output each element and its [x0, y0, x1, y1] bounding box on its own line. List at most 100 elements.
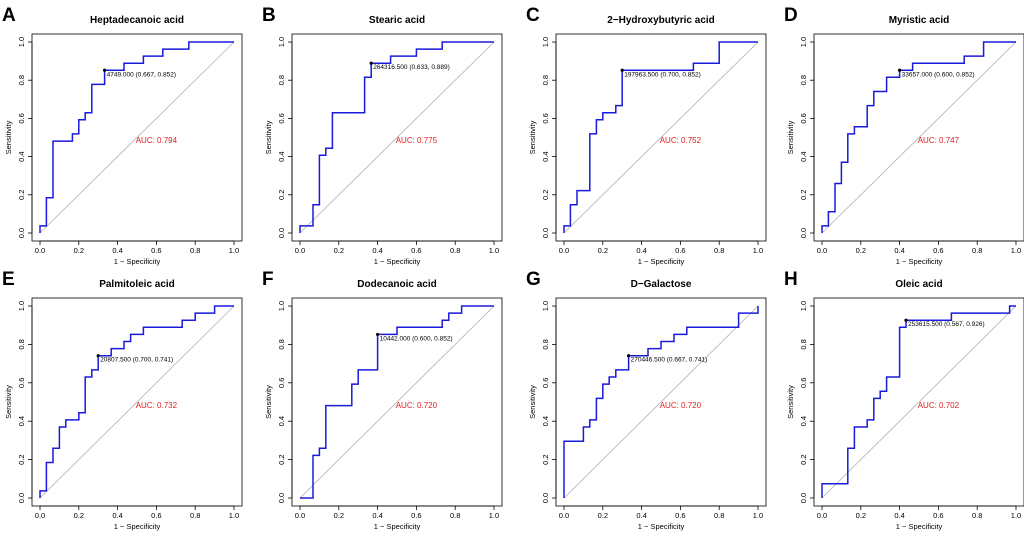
- y-axis-label-e: Sensitivity: [4, 385, 13, 419]
- x-axis-label-d: 1 − Specificity: [896, 257, 943, 266]
- y-tick-label-h: 0.8: [799, 339, 808, 349]
- threshold-point-g: [627, 354, 631, 358]
- x-tick-label-g: 0.2: [598, 511, 608, 520]
- x-tick-label-h: 0.0: [817, 511, 827, 520]
- x-tick-label-e: 0.0: [35, 511, 45, 520]
- threshold-point-a: [103, 68, 107, 72]
- y-tick-label-f: 0.4: [277, 416, 286, 426]
- chart-title-d: Myristic acid: [889, 15, 950, 26]
- threshold-point-f: [376, 332, 380, 337]
- x-tick-label-e: 0.2: [74, 511, 84, 520]
- panel-letter-b: B: [262, 5, 276, 26]
- y-tick-label-d: 0.6: [799, 113, 808, 123]
- roc-panel-e: E Palmitoleic acid 0.0 0.2 0.4 0.6 0.8 1.0 1 − S…: [2, 269, 243, 531]
- x-tick-label-h: 0.2: [856, 511, 866, 520]
- threshold-label-f: 10442.000 (0.600, 0.852): [380, 335, 453, 342]
- x-tick-label-c: 0.8: [714, 246, 724, 255]
- x-axis-label-h: 1 − Specificity: [896, 522, 943, 531]
- x-tick-label-f: 1.0: [489, 511, 499, 520]
- y-axis-label-c: Sensitivity: [528, 120, 537, 154]
- threshold-label-h: 253615.500 (0.567, 0.926): [908, 321, 985, 328]
- x-tick-label-a: 0.6: [151, 246, 161, 255]
- panel-letter-a: A: [2, 5, 16, 26]
- y-axis-label-g: Sensitivity: [528, 385, 537, 419]
- x-tick-label-d: 0.4: [894, 246, 904, 255]
- roc-panel-g: G D−Galactose 0.0 0.2 0.4 0.6 0.8 1.0 1 − Specif…: [526, 269, 767, 531]
- y-tick-label-h: 0.4: [799, 416, 808, 426]
- y-tick-label-g: 0.4: [541, 416, 550, 426]
- y-tick-label-a: 0.0: [17, 228, 26, 238]
- x-tick-label-g: 1.0: [753, 511, 763, 520]
- roc-curve-e: [39, 305, 234, 498]
- threshold-label-g: 270446.500 (0.667, 0.741): [631, 357, 708, 364]
- reference-diagonal-h: [821, 305, 1017, 499]
- chart-title-f: Dodecanoic acid: [357, 279, 436, 290]
- reference-diagonal-c: [563, 41, 759, 234]
- x-tick-label-a: 0.4: [112, 246, 122, 255]
- x-tick-label-g: 0.0: [559, 511, 569, 520]
- y-tick-label-d: 0.0: [799, 228, 808, 238]
- y-axis-label-b: Sensitivity: [264, 120, 273, 154]
- x-tick-label-c: 0.0: [559, 246, 569, 255]
- y-tick-label-d: 0.8: [799, 75, 808, 85]
- x-tick-label-a: 0.8: [190, 246, 200, 255]
- y-tick-label-a: 0.6: [17, 113, 26, 123]
- y-tick-label-f: 1.0: [277, 301, 286, 311]
- roc-curve-h: [821, 305, 1016, 498]
- roc-curve-b: [299, 41, 494, 233]
- y-tick-label-b: 1.0: [277, 37, 286, 47]
- roc-curve-d: [821, 41, 1016, 233]
- y-tick-label-h: 0.0: [799, 493, 808, 503]
- y-tick-label-d: 1.0: [799, 37, 808, 47]
- x-axis-label-a: 1 − Specificity: [114, 257, 161, 266]
- x-tick-label-a: 0.2: [74, 246, 84, 255]
- threshold-label-d: 33657.000 (0.600, 0.852): [902, 71, 975, 78]
- reference-diagonal-b: [299, 41, 495, 234]
- x-tick-label-a: 1.0: [229, 246, 239, 255]
- y-tick-label-a: 0.8: [17, 75, 26, 85]
- x-tick-label-e: 0.4: [112, 511, 122, 520]
- reference-diagonal-d: [821, 41, 1017, 234]
- threshold-point-d: [898, 68, 902, 72]
- y-tick-label-b: 0.0: [277, 228, 286, 238]
- y-tick-label-e: 0.2: [17, 454, 26, 464]
- y-tick-label-c: 0.0: [541, 228, 550, 238]
- x-tick-label-b: 0.2: [334, 246, 344, 255]
- x-tick-label-c: 0.2: [598, 246, 608, 255]
- x-axis-label-e: 1 − Specificity: [114, 522, 161, 531]
- x-tick-label-f: 0.2: [334, 511, 344, 520]
- chart-title-g: D−Galactose: [631, 279, 692, 290]
- y-axis-label-d: Sensitivity: [786, 120, 795, 154]
- reference-diagonal-e: [39, 305, 235, 499]
- threshold-point-h: [904, 318, 908, 322]
- x-tick-label-e: 0.6: [151, 511, 161, 520]
- auc-label-b: AUC: 0.775: [396, 136, 438, 145]
- chart-title-h: Oleic acid: [895, 279, 942, 290]
- y-tick-label-e: 0.6: [17, 378, 26, 388]
- y-tick-label-d: 0.4: [799, 151, 808, 161]
- roc-curve-g: [563, 306, 759, 498]
- chart-title-a: Heptadecanoic acid: [90, 15, 184, 26]
- x-tick-label-e: 0.8: [190, 511, 200, 520]
- y-tick-label-g: 0.2: [541, 454, 550, 464]
- x-tick-label-b: 1.0: [489, 246, 499, 255]
- threshold-point-c: [620, 68, 624, 72]
- x-tick-label-h: 0.8: [972, 511, 982, 520]
- reference-diagonal-g: [563, 305, 759, 499]
- x-tick-label-g: 0.6: [675, 511, 685, 520]
- x-tick-label-f: 0.6: [411, 511, 421, 520]
- y-tick-label-h: 1.0: [799, 301, 808, 311]
- y-tick-label-b: 0.2: [277, 190, 286, 200]
- x-tick-label-f: 0.0: [295, 511, 305, 520]
- y-tick-label-a: 1.0: [17, 37, 26, 47]
- x-tick-label-d: 0.6: [933, 246, 943, 255]
- chart-title-c: 2−Hydroxybutyric acid: [607, 15, 715, 26]
- x-tick-label-g: 0.4: [636, 511, 646, 520]
- auc-label-a: AUC: 0.794: [136, 136, 178, 145]
- x-tick-label-b: 0.6: [411, 246, 421, 255]
- roc-panel-f: F Dodecanoic acid 0.0 0.2 0.4 0.6 0.8 1.0 1 − Sp…: [262, 269, 503, 531]
- y-tick-label-e: 0.0: [17, 493, 26, 503]
- x-tick-label-b: 0.0: [295, 246, 305, 255]
